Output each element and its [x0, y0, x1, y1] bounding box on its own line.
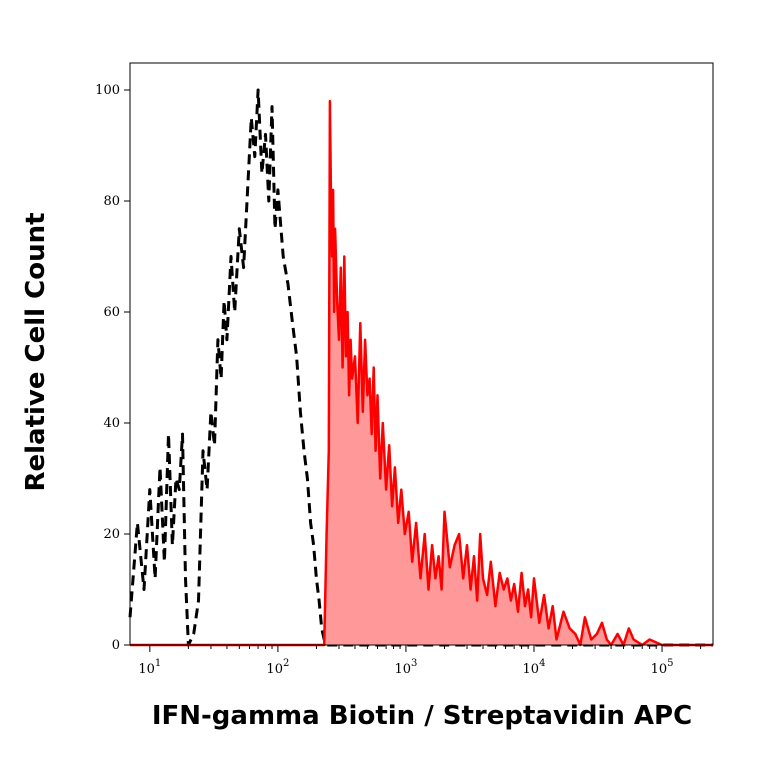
y-axis-title: Relative Cell Count	[21, 212, 51, 491]
plot-layer	[128, 88, 713, 647]
y-tick-label-100: 100	[95, 83, 120, 98]
y-tick-label-0: 0	[112, 638, 120, 653]
axes-layer: 0 20 40 60 80 100 101 102 103 104 105	[95, 62, 714, 677]
series-1-line	[130, 99, 713, 647]
y-tick-label-40: 40	[103, 416, 120, 431]
y-tick-label-60: 60	[103, 305, 120, 320]
y-tick-label-20: 20	[103, 527, 120, 542]
plot-frame	[129, 62, 714, 646]
x-tick-label-100: 102	[266, 658, 289, 677]
x-tick-label-100000: 105	[651, 658, 674, 677]
series-0-line	[128, 88, 713, 647]
y-tick-label-80: 80	[103, 194, 120, 209]
x-tick-label-1000: 103	[394, 658, 417, 677]
x-tick-label-10: 101	[138, 658, 161, 677]
x-axis-title: IFN-gamma Biotin / Streptavidin APC	[152, 701, 692, 731]
x-tick-label-10000: 104	[523, 658, 546, 677]
